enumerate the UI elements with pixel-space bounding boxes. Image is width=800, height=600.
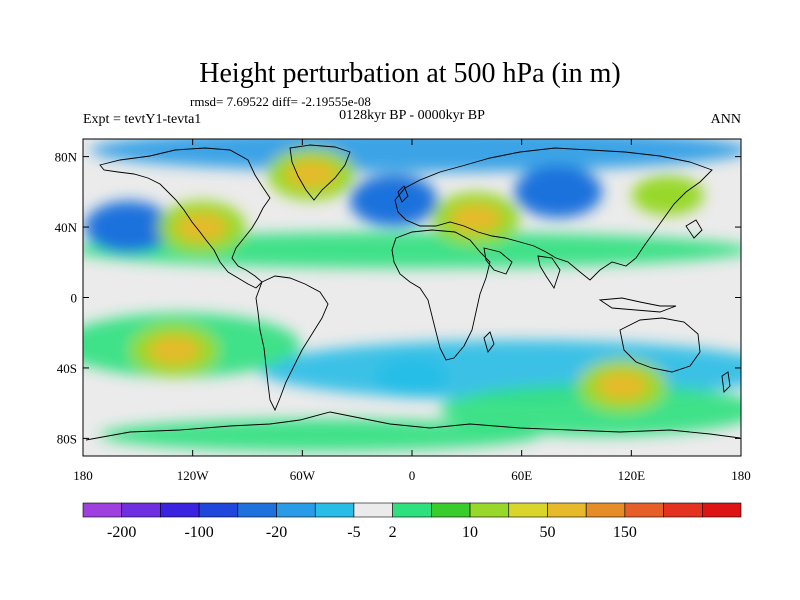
- band-nh-green: [83, 232, 741, 268]
- coastlines: [85, 144, 741, 441]
- colorbar-swatch: [82, 502, 123, 518]
- map-field: [83, 139, 741, 456]
- coast-new-zealand: [721, 371, 731, 393]
- x-tick-label: 0: [409, 468, 416, 483]
- colorbar-swatch: [624, 502, 664, 518]
- colorbar-swatch: [469, 502, 510, 518]
- y-tick-label: 80N: [55, 150, 78, 165]
- colorbar-label: -5: [347, 524, 360, 541]
- season-label: ANN: [711, 112, 741, 127]
- colorbar-label: -20: [266, 524, 287, 541]
- band-arctic-blue: [90, 139, 741, 172]
- coast-indonesia: [598, 297, 677, 313]
- stats-text: rmsd= 7.69522 diff= -2.19555e-08: [190, 94, 371, 109]
- colorbar-swatch: [663, 502, 703, 518]
- y-tick-label: 0: [71, 291, 78, 306]
- colorbar-swatch: [585, 502, 626, 518]
- band-antarctic-green: [100, 419, 540, 451]
- coast-africa: [391, 229, 491, 361]
- y-tick-label: 80S: [57, 431, 77, 446]
- coast-australia: [619, 317, 701, 373]
- coast-greenland: [289, 144, 351, 201]
- field-core-north-pacific-ridge: [175, 213, 228, 242]
- map-title: Height perturbation at 500 hPa (in m): [199, 58, 620, 89]
- colorbar-label: -200: [107, 524, 136, 541]
- coast-uk: [397, 185, 409, 203]
- x-tick-label: 180: [73, 468, 93, 483]
- coast-india: [537, 255, 561, 290]
- y-tick-label: 40N: [55, 220, 78, 235]
- colorbar-swatch: [198, 502, 239, 518]
- colorbar-swatch: [508, 502, 548, 518]
- coast-north-america: [99, 147, 271, 289]
- x-tick-label: 120E: [618, 468, 646, 483]
- period-label: 0128kyr BP - 0000kyr BP: [339, 108, 485, 123]
- coast-japan: [685, 219, 703, 239]
- colorbar-label: -100: [184, 524, 213, 541]
- map-axes: 180 120W 60W 0 60E 120E 180 80N 40N 0 40S 80S: [55, 139, 751, 483]
- colorbar-swatch: [392, 502, 432, 518]
- experiment-label: Expt = tevtY1-tevta1: [83, 112, 201, 127]
- x-tick-label: 180: [731, 468, 751, 483]
- coast-eurasia: [394, 147, 713, 281]
- x-tick-label: 60W: [290, 468, 316, 483]
- field-core-east-asia-high: [647, 184, 688, 207]
- field-core-north-atlantic-low: [367, 186, 420, 215]
- field-core-south-atlantic-low: [392, 365, 432, 388]
- coast-arabia: [483, 247, 513, 275]
- field-core-southern-indian-high: [596, 371, 649, 400]
- colorbar-swatch: [353, 502, 393, 518]
- colorbar-label: 2: [389, 524, 397, 541]
- colorbar-swatch: [431, 502, 471, 518]
- coast-madagascar: [483, 331, 495, 353]
- colorbar-label: 150: [613, 524, 637, 541]
- coast-south-america: [255, 275, 329, 412]
- colorbar-label: 10: [462, 524, 478, 541]
- colorbar-swatch: [121, 502, 161, 518]
- field-core-north-pacific-low: [102, 213, 155, 242]
- colorbar-swatch: [314, 502, 355, 518]
- x-tick-label: 120W: [177, 468, 210, 483]
- colorbar-swatch: [237, 502, 277, 518]
- band-south-green: [440, 384, 741, 436]
- coast-antarctica: [85, 411, 741, 441]
- colorbar: -200 -100 -20 -5 2 10 50 150: [82, 502, 742, 541]
- colorbar-label: 50: [539, 524, 555, 541]
- field-core-siberia-low: [532, 177, 585, 206]
- y-tick-label: 40S: [57, 361, 77, 376]
- x-tick-label: 60E: [511, 468, 532, 483]
- field-core-greenland-high: [285, 160, 338, 189]
- field-core-south-pacific-high: [148, 336, 201, 365]
- height-field: [83, 139, 741, 451]
- colorbar-swatch: [701, 502, 742, 518]
- field-core-eurasia-high: [449, 204, 502, 233]
- colorbar-swatch: [160, 502, 200, 518]
- colorbar-swatch: [547, 502, 587, 518]
- colorbar-swatch: [276, 502, 316, 518]
